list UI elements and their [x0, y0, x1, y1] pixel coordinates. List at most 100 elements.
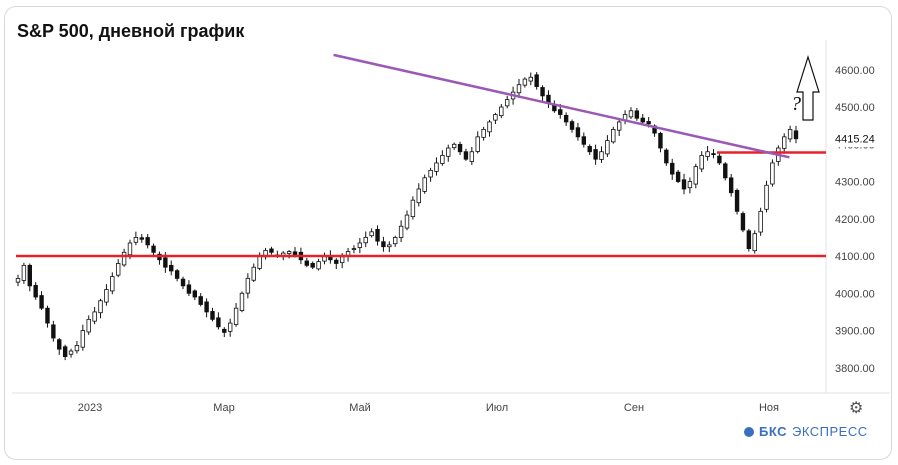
candle-body: [121, 251, 127, 266]
candle-body: [227, 322, 233, 332]
candle-body: [357, 242, 363, 248]
candle-body: [475, 136, 480, 152]
current-price-label: 4415.24: [835, 134, 875, 146]
y-tick-label: 4500.00: [835, 102, 875, 114]
candle-body: [493, 114, 498, 121]
candle-body: [239, 292, 245, 312]
candle-body: [251, 266, 256, 281]
candle-body: [675, 171, 681, 182]
candle-body: [605, 140, 610, 155]
candle-body: [316, 261, 321, 270]
y-tick-label: 4300.00: [835, 177, 875, 189]
candle-body: [169, 264, 174, 272]
candle-body: [192, 290, 198, 298]
x-tick-label: Июл: [486, 402, 508, 414]
candle-body: [74, 345, 80, 352]
candle-body: [528, 76, 533, 82]
candle-body: [670, 162, 675, 175]
candle-body: [422, 177, 427, 192]
candle-body: [51, 324, 56, 339]
y-tick-label: 4600.00: [835, 65, 875, 77]
candle-body: [687, 181, 693, 189]
candle-body: [723, 163, 728, 179]
candle-body: [339, 256, 345, 264]
candle-body: [62, 346, 68, 358]
current-price-badge: [829, 129, 887, 148]
candle-body: [787, 128, 793, 140]
candle-body: [558, 109, 563, 115]
candle-body: [717, 155, 722, 164]
candle-body: [499, 106, 504, 117]
candle-body: [15, 277, 21, 283]
candle-body: [569, 121, 575, 130]
candle-body: [369, 231, 374, 237]
candle-body: [204, 301, 209, 313]
candle-body: [434, 162, 439, 172]
candle-body: [174, 270, 180, 279]
candle-body: [245, 277, 251, 294]
candle-body: [451, 143, 457, 149]
candle-body: [351, 248, 357, 250]
candle-body: [33, 284, 38, 298]
candle-body: [540, 87, 545, 97]
candle-body: [387, 244, 392, 248]
candle-body: [80, 330, 86, 348]
candle-body: [180, 278, 186, 287]
candle-body: [563, 114, 569, 123]
candle-body: [45, 307, 50, 324]
candle-body: [145, 237, 150, 246]
candle-body: [481, 128, 486, 138]
brand-suffix: ЭКСПРЕСС: [792, 424, 868, 439]
candle-body: [186, 284, 192, 294]
candle-body: [658, 132, 663, 149]
candle-body: [599, 151, 604, 160]
candle-body: [133, 237, 139, 243]
x-tick-label: Май: [349, 402, 371, 414]
up-arrow-icon: [796, 54, 820, 121]
candle-body: [163, 257, 168, 268]
candle-body: [393, 237, 398, 245]
candle-body: [257, 255, 262, 269]
candle-body: [151, 245, 156, 253]
y-tick-label: 4200.00: [835, 214, 875, 226]
y-tick-label: 4100.00: [835, 251, 875, 263]
candle-body: [440, 155, 445, 164]
candle-body: [398, 225, 404, 238]
brand-logo: БКС ЭКСПРЕСС: [744, 424, 868, 439]
candle-body: [222, 328, 227, 333]
x-tick-label: 2023: [78, 402, 102, 414]
candle-body: [216, 317, 221, 328]
candle-body: [139, 237, 144, 240]
candle-body: [634, 110, 640, 119]
candle-body: [86, 318, 91, 333]
brand-name: БКС: [759, 424, 787, 439]
y-tick-label: 4000.00: [835, 288, 875, 300]
candle-body: [233, 307, 239, 325]
candle-body: [115, 263, 121, 276]
candle-body: [104, 289, 109, 303]
candle-body: [110, 276, 115, 292]
x-tick-label: Сен: [624, 402, 644, 414]
candle-body: [463, 151, 469, 160]
candle-body: [428, 169, 433, 178]
candle-body: [575, 127, 581, 138]
candle-body: [699, 155, 704, 170]
candle-body: [711, 153, 716, 156]
candle-body: [375, 228, 380, 242]
candle-body: [770, 162, 775, 185]
candle-body: [758, 210, 763, 233]
candle-body: [410, 199, 416, 218]
candle-body: [782, 136, 787, 149]
candle-body: [681, 179, 687, 190]
candle-body: [587, 146, 592, 153]
candle-body: [664, 149, 669, 164]
candle-body: [469, 151, 475, 162]
gear-icon[interactable]: ⚙: [849, 400, 864, 417]
x-tick-label: Ноя: [759, 402, 779, 414]
trendline: [333, 53, 790, 159]
candle-body: [793, 130, 799, 140]
brand-dot-icon: [744, 426, 754, 437]
candle-body: [581, 136, 587, 145]
y-tick-label: 3800.00: [835, 363, 875, 375]
